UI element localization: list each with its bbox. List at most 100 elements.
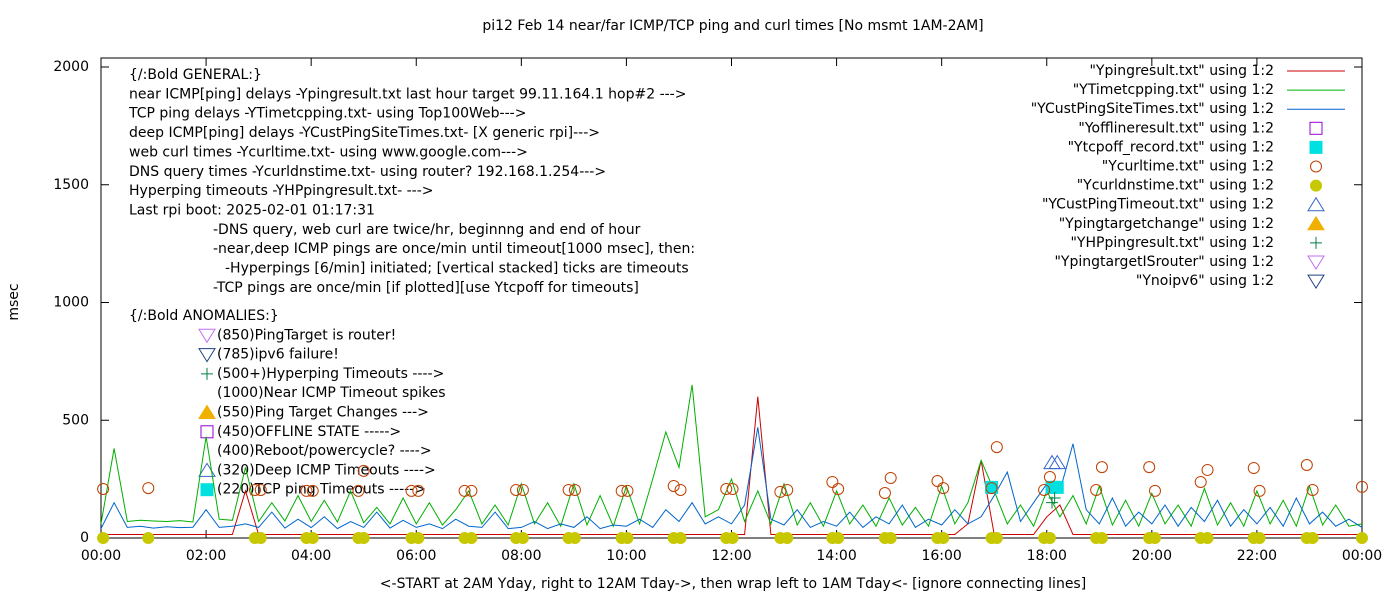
data-point bbox=[621, 484, 634, 497]
legend-label: "Yofflineresult.txt" using 1:2 bbox=[1078, 120, 1274, 136]
data-point bbox=[832, 483, 845, 496]
x-tick-label: 14:00 bbox=[816, 548, 856, 564]
data-point bbox=[1038, 483, 1051, 496]
annotation: (850)PingTarget is router! bbox=[217, 327, 396, 343]
data-point bbox=[937, 532, 950, 544]
annotation: -DNS query, web curl are twice/hr, begin… bbox=[213, 222, 641, 238]
data-point bbox=[248, 483, 261, 496]
data-point bbox=[937, 482, 950, 495]
data-point bbox=[1046, 496, 1058, 509]
legend-label: "YTimetcpping.txt" using 1:2 bbox=[1073, 82, 1274, 98]
chart-title: pi12 Feb 14 near/far ICMP/TCP ping and c… bbox=[482, 18, 983, 34]
data-point bbox=[97, 483, 110, 496]
x-tick-label: 16:00 bbox=[921, 548, 961, 564]
annotation: Last rpi boot: 2025-02-01 01:17:31 bbox=[129, 202, 375, 218]
y-tick-label: 0 bbox=[80, 530, 89, 546]
data-point bbox=[621, 532, 634, 544]
data-point bbox=[254, 532, 267, 544]
annotation: TCP ping delays -YTimetcpping.txt- using… bbox=[128, 106, 526, 122]
annotation: (550)Ping Target Changes ---> bbox=[217, 405, 429, 421]
annotation: -near,deep ICMP pings are once/min until… bbox=[213, 241, 695, 257]
annotation-symbol bbox=[200, 425, 214, 439]
data-point bbox=[1194, 475, 1207, 488]
annotation: DNS query times -Ycurldnstime.txt- using… bbox=[129, 164, 606, 180]
data-point bbox=[1095, 461, 1108, 474]
annotation: (785)ipv6 failure! bbox=[217, 347, 339, 363]
legend-label: "Ypingtargetchange" using 1:2 bbox=[1059, 216, 1274, 232]
data-point bbox=[142, 482, 155, 495]
annotation-symbol bbox=[201, 367, 213, 380]
annotation: (1000)Near ICMP Timeout spikes bbox=[217, 385, 446, 401]
data-point bbox=[306, 532, 319, 544]
data-point bbox=[516, 532, 529, 544]
data-point bbox=[412, 532, 425, 544]
data-point bbox=[781, 532, 794, 544]
data-point bbox=[97, 532, 110, 544]
data-point bbox=[985, 482, 998, 495]
data-point bbox=[1300, 458, 1313, 471]
x-tick-label: 10:00 bbox=[606, 548, 646, 564]
y-tick-label: 1000 bbox=[53, 295, 89, 311]
data-point bbox=[615, 484, 628, 497]
data-point bbox=[990, 532, 1003, 544]
data-point bbox=[832, 532, 845, 544]
data-point bbox=[1043, 471, 1056, 484]
annotation: {/:Bold ANOMALIES:} bbox=[129, 308, 279, 324]
data-point bbox=[465, 532, 478, 544]
data-point bbox=[1356, 480, 1368, 493]
annotation: (500+)Hyperping Timeouts ----> bbox=[217, 366, 444, 382]
annotation: (320)Deep ICMP Timeouts ----> bbox=[217, 462, 436, 478]
data-point bbox=[781, 483, 794, 496]
data-point bbox=[1247, 462, 1260, 475]
annotation: near ICMP[ping] delays -Ypingresult.txt … bbox=[129, 86, 686, 102]
y-axis-label: msec bbox=[6, 283, 22, 320]
data-point bbox=[720, 483, 733, 496]
data-point bbox=[1356, 532, 1368, 544]
legend-swatch bbox=[1307, 196, 1325, 212]
legend-label: "YCustPingSiteTimes.txt" using 1:2 bbox=[1031, 101, 1274, 117]
legend-label: "Ynoipv6" using 1:2 bbox=[1136, 273, 1274, 289]
x-tick-label: 22:00 bbox=[1237, 548, 1277, 564]
data-point bbox=[1048, 491, 1061, 504]
series-line bbox=[100, 384, 1363, 528]
annotation: -Hyperpings [6/min] initiated; [vertical… bbox=[225, 261, 689, 277]
data-point bbox=[1253, 484, 1266, 497]
legend-swatch bbox=[1307, 255, 1325, 270]
y-tick-label: 500 bbox=[62, 412, 89, 428]
data-point bbox=[516, 483, 529, 496]
data-point bbox=[726, 483, 739, 496]
legend-label: "Ycurldnstime.txt" using 1:2 bbox=[1077, 178, 1274, 194]
annotation: -TCP pings are once/min [if plotted][use… bbox=[213, 280, 639, 296]
legend-swatch bbox=[1307, 215, 1325, 231]
data-point bbox=[405, 484, 418, 497]
legend-label: "YCustPingTimeout.txt" using 1:2 bbox=[1042, 197, 1274, 213]
data-point bbox=[357, 464, 370, 477]
data-point bbox=[357, 532, 370, 544]
annotation: Hyperping timeouts -YHPpingresult.txt- -… bbox=[129, 183, 434, 199]
data-point bbox=[667, 479, 680, 492]
data-point bbox=[1143, 461, 1156, 474]
series-line bbox=[100, 427, 1363, 530]
x-tick-label: 00:00 bbox=[81, 548, 121, 564]
data-point bbox=[1043, 532, 1056, 544]
data-point bbox=[300, 484, 313, 497]
legend-swatch bbox=[1310, 160, 1322, 173]
legend-swatch bbox=[1310, 236, 1322, 249]
data-point bbox=[1306, 532, 1319, 544]
x-axis-label: <-START at 2AM Yday, right to 12AM Tday-… bbox=[380, 576, 1086, 592]
data-point bbox=[674, 483, 687, 496]
annotation: deep ICMP[ping] delays -YCustPingSiteTim… bbox=[129, 125, 600, 141]
y-tick-label: 1500 bbox=[53, 177, 89, 193]
data-point bbox=[674, 532, 687, 544]
legend-swatch bbox=[1307, 274, 1325, 290]
data-point bbox=[568, 483, 581, 496]
x-tick-label: 20:00 bbox=[1132, 548, 1172, 564]
legend-label: "YHPpingresult.txt" using 1:2 bbox=[1070, 235, 1274, 251]
annotation-symbol bbox=[198, 404, 216, 419]
data-point bbox=[990, 441, 1003, 454]
data-point bbox=[1201, 463, 1214, 476]
legend-swatch bbox=[1310, 179, 1322, 192]
data-point bbox=[306, 484, 319, 497]
